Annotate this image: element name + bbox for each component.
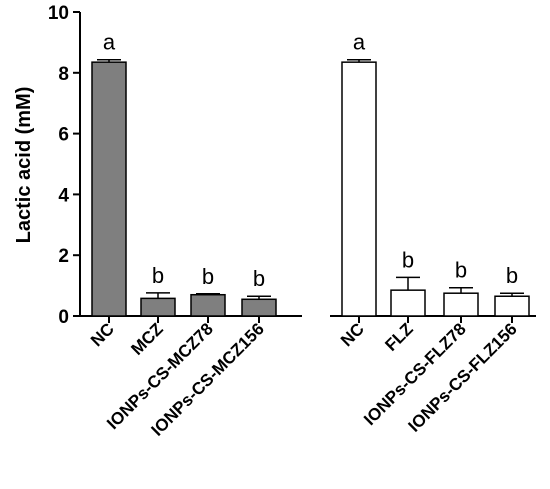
y-tick-label: 2	[58, 246, 69, 267]
category-label: NC	[87, 319, 118, 350]
significance-label: b	[152, 263, 164, 288]
y-axis-label: Lactic acid (mM)	[13, 87, 35, 244]
bar	[91, 61, 127, 317]
significance-label: a	[103, 30, 116, 55]
category-label: FLZ	[381, 319, 416, 354]
category-label: MCZ	[127, 319, 166, 358]
category-label: NC	[337, 319, 368, 350]
bar	[390, 289, 426, 317]
axes	[79, 12, 536, 317]
bar	[443, 292, 479, 317]
significance-label: a	[353, 30, 366, 55]
y-tick-label: 0	[58, 307, 69, 328]
y-tick-label: 6	[58, 125, 69, 146]
y-tick-label: 4	[58, 185, 69, 206]
bar	[140, 297, 176, 317]
significance-label: b	[455, 258, 467, 283]
bar	[494, 295, 530, 317]
significance-label: b	[202, 264, 214, 289]
bar	[241, 298, 277, 317]
y-axis-ticks: 0 2 4 6 8 10	[48, 3, 80, 328]
significance-label: b	[506, 263, 518, 288]
bars: a b b b a b b b	[91, 30, 530, 317]
y-tick-label: 8	[58, 64, 69, 85]
y-tick-label: 10	[48, 3, 69, 24]
significance-label: b	[253, 266, 265, 291]
significance-label: b	[402, 247, 414, 272]
bar	[190, 293, 226, 317]
bar	[341, 61, 377, 317]
